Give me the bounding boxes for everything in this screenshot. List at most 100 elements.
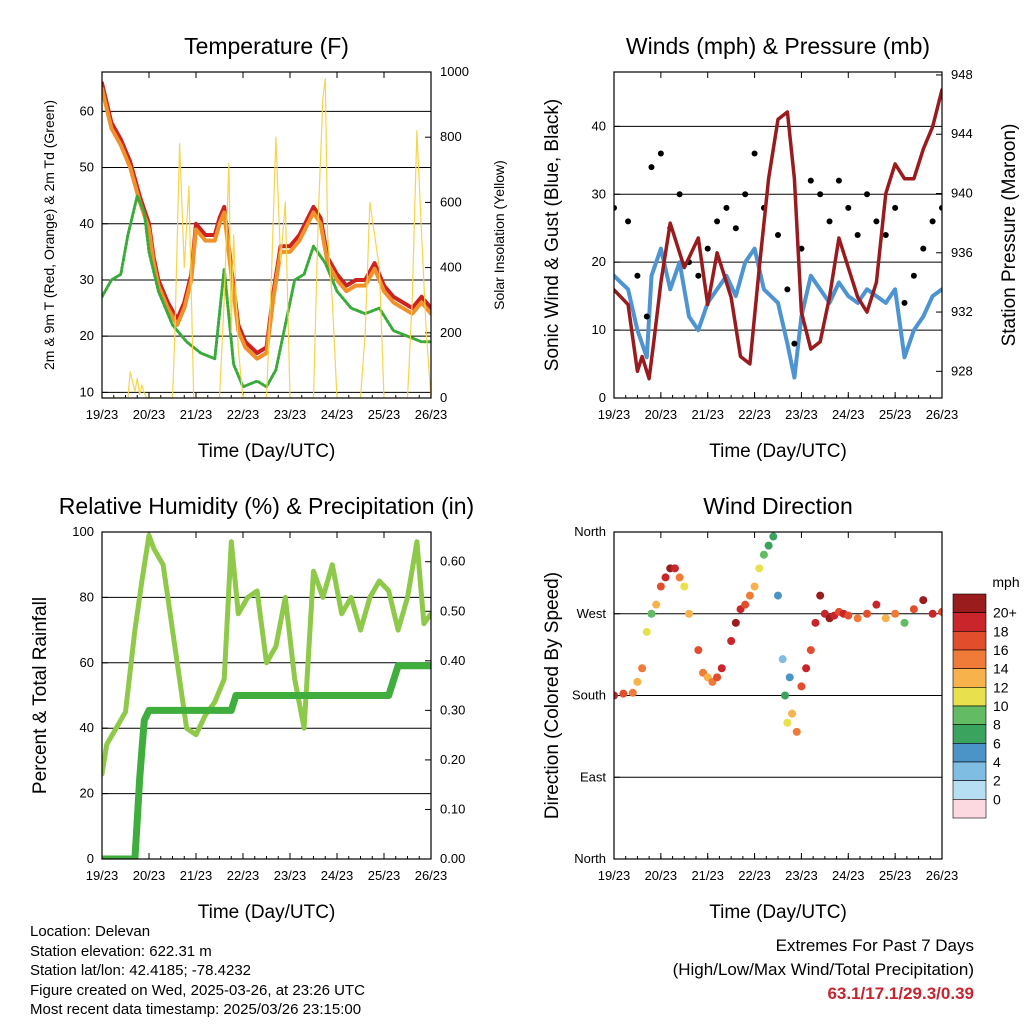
colorbar-label: 2 <box>993 773 1001 789</box>
direction-point <box>670 564 679 573</box>
x-axis-label: Time (Day/UTC) <box>709 902 847 923</box>
colorbar-label: 4 <box>993 754 1001 770</box>
x-tick-label: 22/23 <box>227 407 260 422</box>
colorbar-label: 0 <box>993 791 1001 807</box>
direction-point <box>853 614 862 623</box>
series-total-precipitation <box>102 662 431 859</box>
direction-point <box>900 618 909 627</box>
x-tick-label: 22/23 <box>227 868 260 883</box>
colorbar-title: mph <box>992 574 1019 590</box>
extremes-box: Extremes For Past 7 Days (High/Low/Max W… <box>673 934 974 1006</box>
direction-point <box>661 573 670 582</box>
direction-point <box>938 607 942 616</box>
x-tick-label: 19/23 <box>598 407 631 422</box>
colorbar-swatch <box>952 724 987 744</box>
y-tick-label-right: 600 <box>440 194 462 209</box>
y-tick-label-left: 80 <box>80 589 94 604</box>
y-tick-label-right: 940 <box>951 186 973 201</box>
direction-point <box>788 709 797 718</box>
x-tick-label: 22/23 <box>738 407 771 422</box>
gust-point <box>939 204 942 211</box>
x-tick-label: 25/23 <box>368 868 401 883</box>
y-tick-label-right: 0.10 <box>440 801 465 816</box>
direction-point <box>806 646 815 655</box>
direction-point <box>781 691 790 700</box>
y-tick-label-right: 0.50 <box>440 603 465 618</box>
y-tick-label-left: 20 <box>592 254 606 269</box>
x-tick-label: 19/23 <box>86 868 119 883</box>
y-tick-label-left: 100 <box>72 524 94 539</box>
temperature-panel: Temperature (F) Time (Day/UTC) 2m & 9m T (… <box>41 33 507 462</box>
x-tick-label: 21/23 <box>180 868 213 883</box>
x-tick-label: 23/23 <box>274 407 307 422</box>
plot-area <box>102 532 431 859</box>
gust-point <box>732 225 739 232</box>
chart-title: Temperature (F) <box>184 33 349 59</box>
x-tick-label: 22/23 <box>738 868 771 883</box>
x-tick-label: 20/23 <box>133 407 166 422</box>
direction-point <box>619 689 628 698</box>
gust-point <box>892 204 899 211</box>
direction-point <box>928 609 937 618</box>
direction-point <box>713 673 722 682</box>
humidity-precip-panel: Relative Humidity (%) & Precipitation (i… <box>30 493 474 923</box>
colorbar-label: 8 <box>993 717 1001 733</box>
gust-point <box>910 272 917 279</box>
plot-frame <box>101 71 432 399</box>
y-tick-label-left: 20 <box>80 786 94 801</box>
gust-point <box>835 177 842 184</box>
y-tick-label-left: 30 <box>592 186 606 201</box>
series-9m-t <box>102 86 431 361</box>
y-tick-label-right: 932 <box>951 304 973 319</box>
y-tick-label-left: South <box>572 688 606 703</box>
direction-point <box>741 600 750 609</box>
gust-point <box>798 245 805 252</box>
x-tick-label: 20/23 <box>645 407 678 422</box>
colorbar-label: 14 <box>993 661 1009 677</box>
x-axis-label: Time (Day/UTC) <box>198 902 336 923</box>
chart-title: Wind Direction <box>703 493 853 519</box>
series-relative-humidity <box>102 532 431 777</box>
direction-point <box>811 618 820 627</box>
y-tick-label-left: 50 <box>80 160 94 175</box>
y-tick-label-right: 928 <box>951 363 973 378</box>
y-axis-label-left: Direction (Colored By Speed) <box>542 572 563 819</box>
direction-point <box>647 609 656 618</box>
direction-point <box>774 591 782 600</box>
direction-point <box>863 609 872 618</box>
x-tick-label: 19/23 <box>86 407 119 422</box>
colorbar-label: 12 <box>993 679 1009 695</box>
y-tick-label-left: East <box>580 769 606 784</box>
x-tick-label: 21/23 <box>180 407 213 422</box>
x-tick-label: 20/23 <box>645 868 678 883</box>
direction-point <box>638 664 647 673</box>
direction-point <box>909 605 918 614</box>
y-tick-label-right: 0.30 <box>440 702 465 717</box>
colorbar-swatch <box>952 799 987 819</box>
direction-point <box>778 655 787 664</box>
y-tick-label-left: 10 <box>592 322 606 337</box>
x-tick-label: 26/23 <box>415 407 448 422</box>
direction-point <box>802 664 811 673</box>
gust-point <box>742 191 749 198</box>
plot-frame <box>613 71 943 399</box>
direction-point <box>684 609 693 618</box>
colorbar-label: 20+ <box>993 605 1017 621</box>
gust-point <box>634 272 641 279</box>
y-tick-label-right: 400 <box>440 260 462 275</box>
direction-point <box>881 614 890 623</box>
x-tick-label: 24/23 <box>321 407 354 422</box>
direction-point <box>797 682 806 691</box>
y-axis-label-left: Percent & Total Rainfall <box>30 597 51 794</box>
speed-colorbar: mph 20+ 18 16 14 12 10 8 6 4 2 0 <box>952 574 1020 819</box>
x-tick-label: 23/23 <box>274 868 307 883</box>
x-tick-label: 23/23 <box>785 407 818 422</box>
colorbar-swatch <box>952 743 987 763</box>
x-tick-label: 19/23 <box>598 868 631 883</box>
gust-point <box>807 177 814 184</box>
y-tick-label-left: 40 <box>592 118 606 133</box>
direction-point <box>816 591 825 600</box>
series-station-pressure <box>614 88 942 381</box>
series-sonic-wind <box>614 246 942 380</box>
plot-frame <box>101 531 432 860</box>
